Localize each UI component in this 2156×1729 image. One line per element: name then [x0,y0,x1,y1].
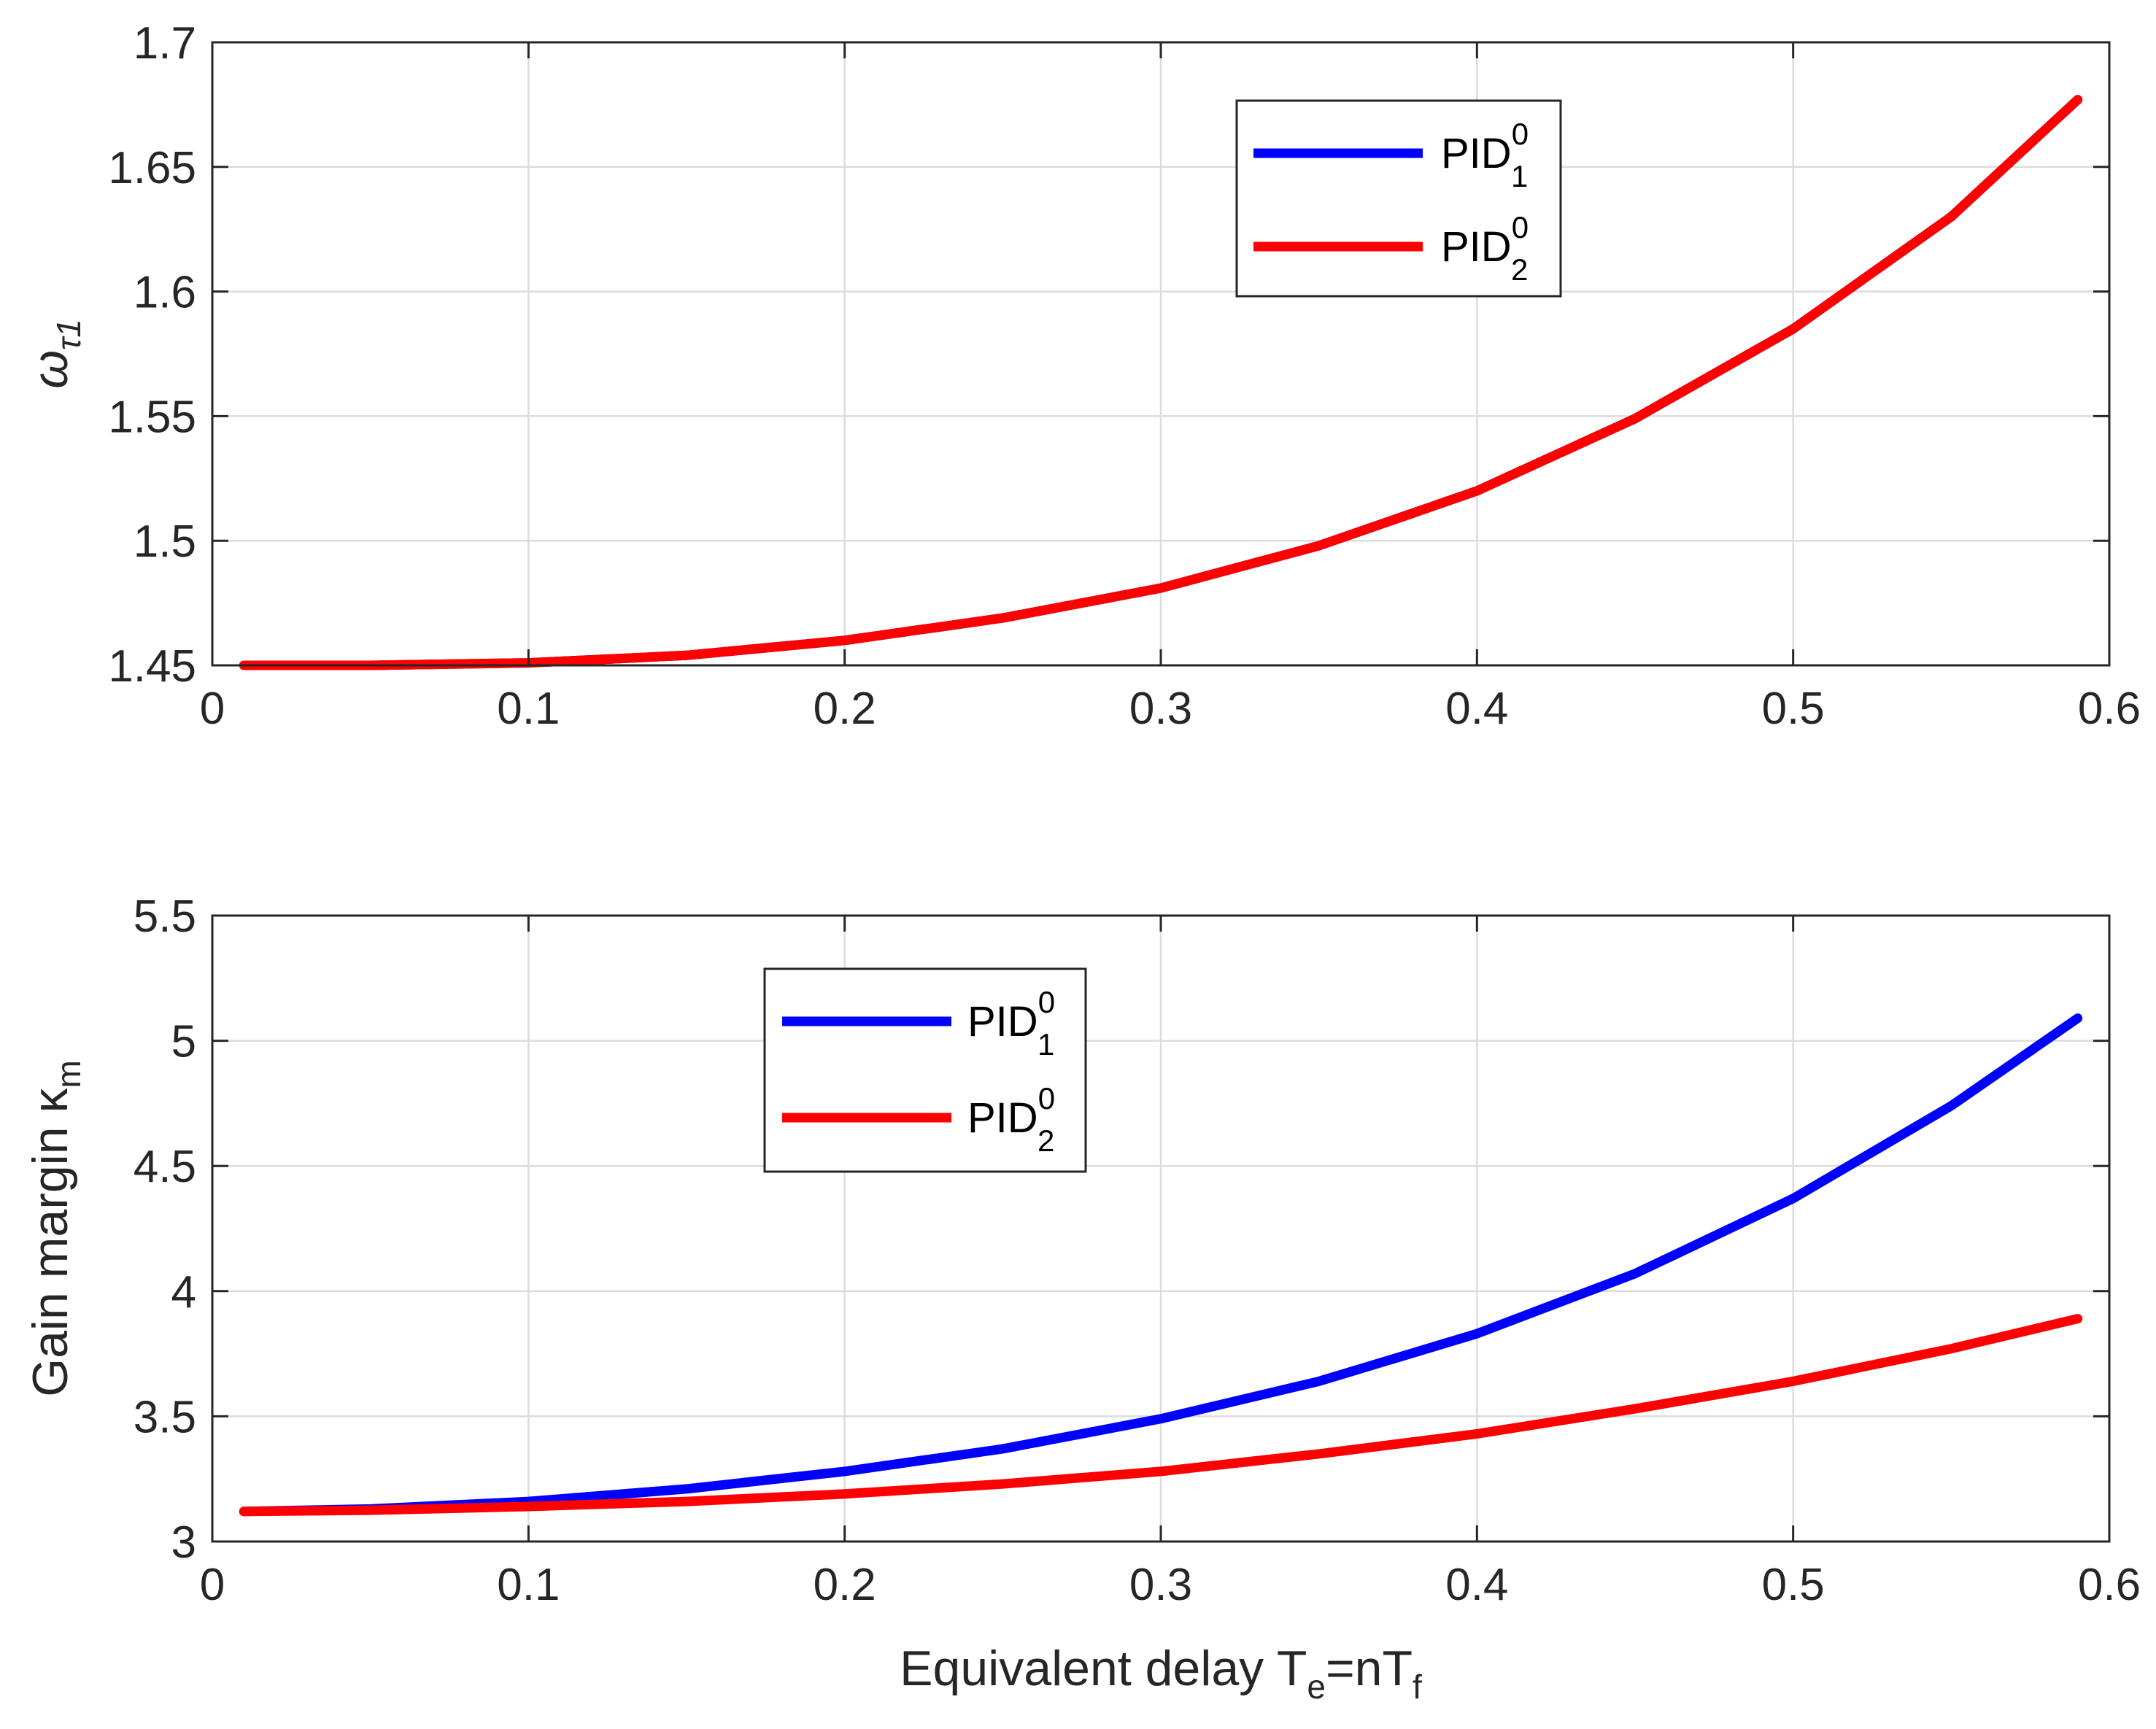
bottom-plot-ytick-label: 5 [171,1017,196,1067]
bottom-plot-series-2-line [239,1314,2083,1517]
bottom-plot-xtick-label: 0.2 [814,1560,876,1610]
top-plot: 0 0.1 0.2 0.3 0.4 0.5 0.6 1.45 1.5 1.55 1.6 1.65 1.7… [23,18,2141,734]
top-plot-xtick-label: 0 [200,684,225,734]
bottom-plot-legend: PID0 1 PID0 2 [763,967,1087,1173]
bottom-plot-xtick-label: 0.5 [1762,1560,1825,1610]
top-plot-legend-box [1235,99,1562,298]
top-plot-xtick-label: 0.1 [497,684,560,734]
bottom-plot-ylabel-text: Gain margin κ [23,1088,78,1397]
top-plot-xtick-label: 0.5 [1762,684,1825,734]
top-plot-ylabel-sub: τ1 [50,319,88,350]
bottom-plot: 0 0.1 0.2 0.3 0.4 0.5 0.6 3 3.5 4 4.5 5 5.5 Gain mar… [23,891,2141,1610]
top-plot-ytick-label: 1.6 [134,268,196,318]
bottom-plot-legend-label-0: PID0 1 [967,985,1055,1061]
bottom-plot-xtick-label: 0 [200,1560,225,1610]
top-plot-legend-label-1: PID0 2 [1441,210,1529,287]
top-plot-ytick-label: 1.7 [134,18,196,69]
bottom-plot-xtick-label: 0.1 [497,1560,560,1610]
bottom-plot-ylabel: Gain margin κm [23,1060,88,1397]
top-plot-xtick-label: 0.6 [2078,684,2141,734]
top-plot-ytick-label: 1.65 [108,143,196,193]
top-plot-legend: PID0 1 PID0 2 [1235,99,1562,298]
top-plot-ticks: 0 0.1 0.2 0.3 0.4 0.5 0.6 1.45 1.5 1.55 1.6 1.65 1.7 [108,18,2141,734]
bottom-plot-ylabel-sub: m [50,1060,88,1088]
bottom-plot-legend-box [763,967,1087,1173]
bottom-plot-series-1-line [239,1013,2083,1517]
top-plot-ylabel-symbol: ω [23,350,78,389]
bottom-plot-ytick-label: 3 [171,1517,196,1568]
bottom-plot-series [239,1013,2083,1517]
x-axis-label: Equivalent delay Te=nTf [900,1641,1422,1706]
top-plot-legend-label-0: PID0 1 [1441,117,1529,193]
bottom-plot-ytick-label: 4 [171,1267,196,1318]
top-plot-xtick-label: 0.3 [1129,684,1192,734]
bottom-plot-ytick-label: 5.5 [134,891,196,942]
top-plot-ytick-label: 1.55 [108,392,196,442]
top-plot-xtick-label: 0.2 [814,684,876,734]
bottom-plot-ytick-label: 3.5 [134,1392,196,1442]
top-plot-xtick-label: 0.4 [1445,684,1508,734]
bottom-plot-xtick-label: 0.3 [1129,1560,1192,1610]
bottom-plot-legend-label-1: PID0 2 [967,1081,1055,1158]
bottom-plot-ytick-label: 4.5 [134,1142,196,1192]
top-plot-ytick-label: 1.45 [108,641,196,692]
top-plot-ylabel: ωτ1 [23,319,88,389]
bottom-plot-ticks: 0 0.1 0.2 0.3 0.4 0.5 0.6 3 3.5 4 4.5 5 5.5 [134,891,2141,1610]
bottom-plot-xtick-label: 0.4 [1445,1560,1508,1610]
top-plot-ytick-label: 1.5 [134,517,196,567]
bottom-plot-xtick-label: 0.6 [2078,1560,2141,1610]
